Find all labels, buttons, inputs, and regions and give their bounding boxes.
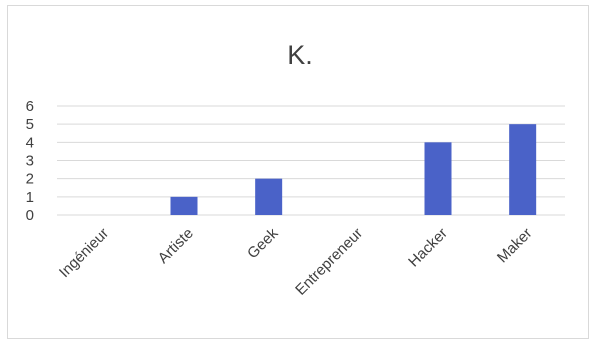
x-tick-label: Geek xyxy=(244,224,282,262)
bar-artiste xyxy=(170,196,198,215)
y-tick-label: 5 xyxy=(26,116,34,133)
x-tick-label: Ingénieur xyxy=(56,225,112,281)
bars xyxy=(170,124,537,215)
gridlines xyxy=(57,105,565,216)
y-tick-label: 1 xyxy=(26,189,34,206)
y-tick-label: 0 xyxy=(26,207,34,224)
y-tick-label: 3 xyxy=(26,153,34,170)
y-tick-label: 6 xyxy=(26,98,34,115)
bar-hacker xyxy=(424,142,452,215)
x-tick-label: Hacker xyxy=(405,225,451,271)
x-axis-ticks: Ingénieur Artiste Geek Entrepreneur Hacker Ma… xyxy=(56,224,536,298)
x-tick-label: Artiste xyxy=(155,225,197,267)
chart-frame xyxy=(7,5,589,339)
x-tick-label: Entrepreneur xyxy=(292,225,366,299)
chart-title: K. xyxy=(287,40,313,70)
bar-geek xyxy=(255,178,283,215)
bar-maker xyxy=(509,124,537,215)
y-tick-label: 2 xyxy=(26,171,34,188)
y-tick-label: 4 xyxy=(26,134,34,151)
x-tick-label: Maker xyxy=(494,225,535,266)
